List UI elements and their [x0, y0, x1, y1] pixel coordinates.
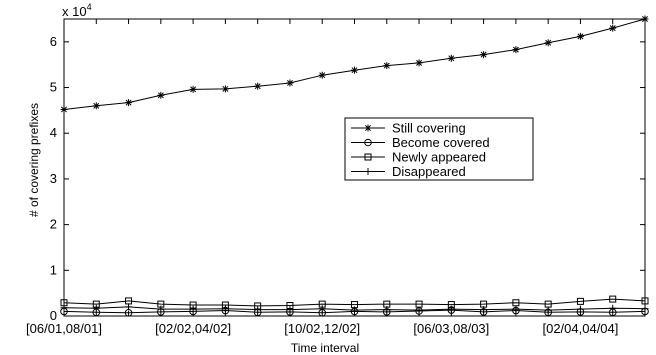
data-point: [60, 105, 68, 113]
y-tick-label: 1: [50, 262, 57, 277]
data-point: [92, 102, 100, 110]
data-point: [189, 85, 197, 93]
legend-label: Become covered: [392, 135, 490, 150]
data-point: [125, 99, 133, 107]
data-point: [351, 66, 358, 74]
y-tick-label: 6: [50, 34, 57, 49]
y-tick-label: 3: [50, 171, 57, 186]
data-point: [92, 304, 100, 312]
data-point: [609, 295, 617, 303]
data-point: [609, 304, 617, 312]
x-tick-label: [06/03,08/03]: [413, 321, 489, 336]
y-multiplier-exponent: 4: [87, 2, 92, 12]
y-tick-label: 5: [50, 80, 57, 95]
data-point: [415, 59, 423, 67]
y-multiplier-base: x 10: [62, 4, 87, 19]
x-tick-label: [06/01,08/01]: [26, 321, 102, 336]
legend-item: Become covered: [351, 135, 490, 150]
x-tick-label: [02/02,04/02]: [155, 321, 231, 336]
data-point: [60, 304, 68, 312]
data-point: [576, 297, 584, 305]
axes-group: 0 1 2 3 4 5 6 [06/01,08/01] [02/02,04/02] [10/02,…: [26, 19, 646, 336]
data-point: [254, 82, 262, 90]
series-line: [63, 18, 646, 110]
legend-marker: [364, 153, 372, 161]
legend-label: Disappeared: [392, 164, 466, 179]
x-axis-label: Time interval: [291, 341, 359, 355]
legend-marker: [364, 124, 372, 132]
series-plus: [60, 303, 649, 314]
y-tick-label: 4: [50, 125, 57, 140]
data-point: [318, 71, 326, 79]
data-point: [125, 303, 133, 311]
x-tick-label: [02/04,04/04]: [542, 321, 618, 336]
legend-marker: [364, 168, 372, 175]
data-point: [576, 32, 584, 40]
data-point: [480, 51, 488, 59]
legend-label: Still covering: [392, 121, 466, 136]
y-tick-label: 0: [50, 308, 57, 323]
y-axis-label: # of covering prefixes: [27, 103, 41, 217]
legend-item: Disappeared: [351, 164, 466, 179]
legend-item: Still covering: [351, 121, 466, 136]
y-multiplier: x 104: [62, 2, 92, 19]
data-point: [512, 46, 520, 54]
series-line: [63, 298, 646, 307]
legend-item: Newly appeared: [351, 150, 486, 165]
data-point: [286, 79, 294, 87]
data-point: [544, 39, 552, 47]
x-tick-label: [10/02,12/02]: [284, 321, 360, 336]
y-tick-label: 2: [50, 217, 57, 232]
data-point: [157, 91, 165, 99]
legend-label: Newly appeared: [392, 150, 486, 165]
data-point: [383, 62, 391, 70]
data-point: [641, 297, 649, 305]
series-star: [60, 15, 649, 113]
data-point: [609, 24, 617, 32]
legend-marker: [364, 138, 372, 147]
data-point: [221, 85, 229, 93]
data-point: [447, 54, 455, 62]
